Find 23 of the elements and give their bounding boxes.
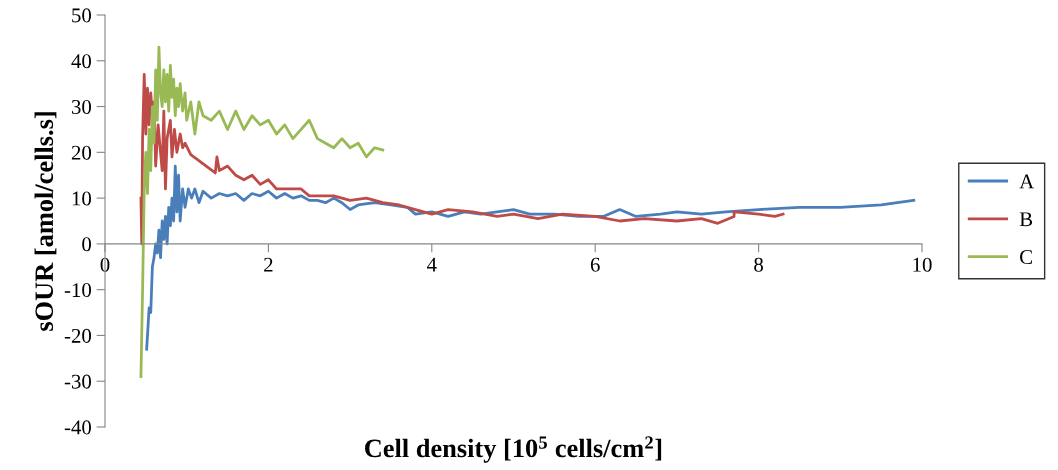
y-tick-label: -30 bbox=[64, 374, 92, 389]
x-tick-label: 6 bbox=[590, 257, 600, 272]
line-series bbox=[139, 73, 785, 246]
x-tick-label: 4 bbox=[427, 257, 437, 272]
y-tick-label: 0 bbox=[82, 237, 92, 252]
line-series bbox=[139, 45, 385, 379]
x-axis-title: Cell density [10$^{5}$ cells/cm$^{2}$] bbox=[365, 436, 662, 463]
x-tick-label: 10 bbox=[913, 257, 932, 272]
y-tick-label: -40 bbox=[64, 420, 92, 435]
x-tick-label: 2 bbox=[264, 257, 273, 272]
x-tick-label: 0 bbox=[100, 257, 110, 272]
y-axis-title: sOUR [amol/cells.s] bbox=[34, 112, 57, 331]
y-tick-label: 40 bbox=[71, 54, 92, 69]
y-tick-label: 10 bbox=[72, 191, 92, 206]
y-tick-label: 30 bbox=[71, 99, 92, 114]
legend-label: B bbox=[1019, 212, 1033, 227]
x-tick-label: 8 bbox=[754, 257, 764, 272]
y-tick-label: 20 bbox=[71, 145, 92, 160]
legend-label: A bbox=[1019, 174, 1035, 189]
y-tick-label: -20 bbox=[64, 328, 92, 343]
y-tick-label: -10 bbox=[64, 283, 92, 298]
legend-label: C bbox=[1020, 250, 1032, 265]
y-tick-label: 50 bbox=[72, 8, 92, 23]
